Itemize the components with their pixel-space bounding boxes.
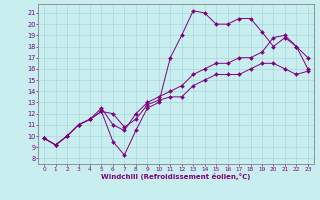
X-axis label: Windchill (Refroidissement éolien,°C): Windchill (Refroidissement éolien,°C)	[101, 173, 251, 180]
